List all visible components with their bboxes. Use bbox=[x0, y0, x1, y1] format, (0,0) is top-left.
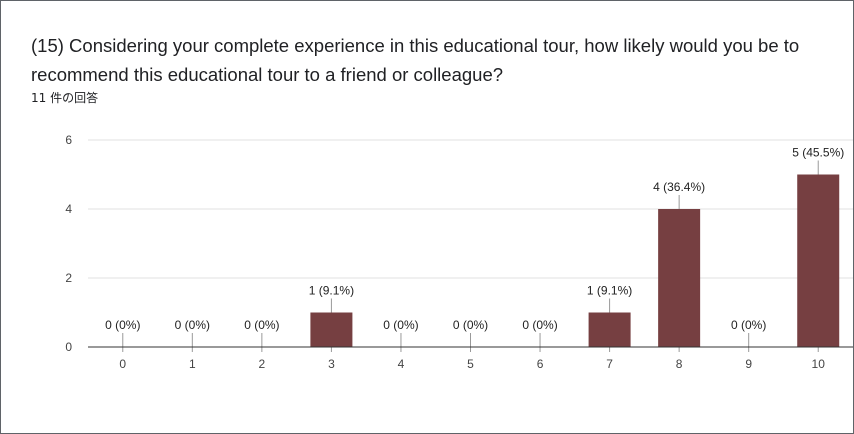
data-label: 1 (9.1%) bbox=[309, 284, 354, 298]
y-tick-label: 2 bbox=[65, 271, 72, 285]
x-tick-label: 6 bbox=[537, 357, 544, 371]
y-tick-label: 0 bbox=[65, 340, 72, 354]
bar bbox=[588, 312, 631, 347]
x-tick-label: 9 bbox=[745, 357, 752, 371]
bar bbox=[797, 174, 840, 347]
bar bbox=[658, 209, 701, 347]
y-tick-label: 4 bbox=[65, 202, 72, 216]
data-label: 0 (0%) bbox=[453, 318, 488, 332]
data-label: 0 (0%) bbox=[731, 318, 766, 332]
x-tick-label: 3 bbox=[328, 357, 335, 371]
data-label: 0 (0%) bbox=[383, 318, 418, 332]
data-label: 1 (9.1%) bbox=[587, 284, 632, 298]
x-tick-label: 10 bbox=[812, 357, 826, 371]
data-label: 5 (45.5%) bbox=[792, 146, 844, 160]
bar bbox=[310, 312, 353, 347]
response-count: 11 件の回答 bbox=[31, 91, 99, 105]
data-label: 0 (0%) bbox=[175, 318, 210, 332]
x-tick-label: 2 bbox=[259, 357, 266, 371]
x-tick-label: 7 bbox=[606, 357, 613, 371]
data-label: 0 (0%) bbox=[105, 318, 140, 332]
data-label: 0 (0%) bbox=[244, 318, 279, 332]
x-tick-label: 4 bbox=[398, 357, 405, 371]
x-tick-label: 5 bbox=[467, 357, 474, 371]
question-title: (15) Considering your complete experienc… bbox=[31, 35, 800, 85]
x-tick-label: 8 bbox=[676, 357, 683, 371]
x-tick-label: 1 bbox=[189, 357, 196, 371]
x-tick-label: 0 bbox=[119, 357, 126, 371]
data-label: 4 (36.4%) bbox=[653, 180, 705, 194]
y-tick-label: 6 bbox=[65, 133, 72, 147]
data-label: 0 (0%) bbox=[522, 318, 557, 332]
